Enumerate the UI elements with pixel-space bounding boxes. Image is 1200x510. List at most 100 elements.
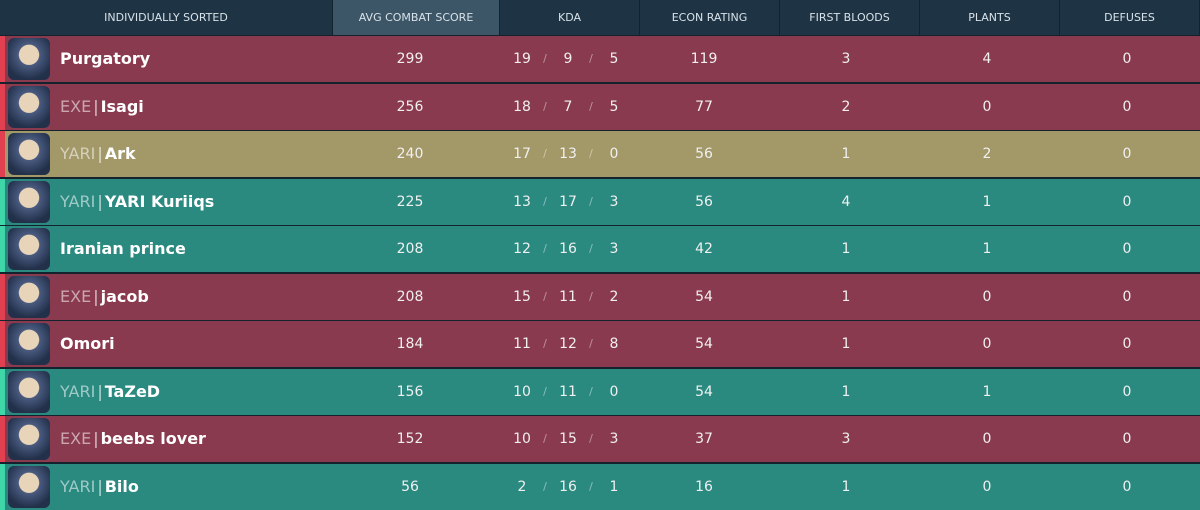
player-name: YARI | Ark	[60, 131, 136, 177]
first-bloods: 3	[841, 431, 851, 447]
first-bloods: 2	[841, 98, 851, 115]
deaths: 13	[559, 146, 577, 162]
kda-separator: /	[543, 337, 547, 350]
tag-separator: |	[93, 429, 99, 448]
acs: 184	[396, 336, 424, 352]
assists: 3	[609, 193, 619, 210]
kills: 18	[513, 98, 531, 115]
name: Purgatory	[60, 49, 151, 68]
assists: 8	[609, 336, 619, 352]
plants: 0	[982, 478, 992, 495]
kda-separator: /	[543, 147, 547, 160]
econ-rating: 56	[695, 193, 713, 210]
kda-separator: /	[589, 337, 593, 350]
name: Ark	[104, 144, 136, 163]
acs: 225	[396, 193, 424, 210]
team-stripe	[0, 131, 5, 177]
player-row: Iranian prince 208 12 / 16 / 3 42 1 1 0	[0, 226, 1200, 272]
name: YARI Kuriiqs	[104, 191, 215, 211]
agent-avatar	[8, 370, 50, 413]
defuses: 0	[1122, 241, 1132, 257]
agent-avatar	[8, 323, 50, 365]
name: Omori	[60, 334, 115, 353]
tag-separator: |	[97, 381, 103, 401]
tag-separator: |	[97, 476, 103, 496]
econ-rating: 56	[695, 146, 713, 162]
agent-avatar	[8, 180, 50, 223]
first-bloods: 3	[841, 51, 851, 67]
deaths: 12	[559, 336, 577, 352]
kills: 11	[513, 336, 531, 352]
defuses: 0	[1122, 288, 1132, 305]
team-tag: YARI	[60, 476, 96, 496]
first-bloods: 1	[841, 241, 851, 257]
deaths: 9	[563, 51, 573, 67]
first-bloods: 1	[841, 146, 851, 162]
first-bloods: 1	[841, 478, 851, 495]
defuses: 0	[1122, 98, 1132, 115]
team-stripe	[0, 226, 5, 272]
kills: 2	[517, 478, 527, 495]
acs: 240	[396, 146, 424, 162]
assists: 5	[609, 98, 619, 115]
player-row: EXE | jacob 208 15 / 11 / 2 54 1 0 0	[0, 273, 1200, 320]
econ-rating: 42	[695, 241, 713, 257]
header-cell: ECON RATING	[640, 0, 780, 35]
econ-rating: 16	[695, 478, 713, 495]
plants: 2	[982, 146, 992, 162]
team-stripe	[0, 416, 5, 462]
tag-separator: |	[97, 144, 103, 163]
kda-separator: /	[543, 289, 547, 303]
kda-separator: /	[589, 384, 593, 398]
acs: 256	[396, 98, 424, 115]
header-cell: KDA	[500, 0, 640, 35]
plants: 1	[982, 241, 992, 257]
team-stripe	[0, 178, 5, 225]
player-name: EXE | jacob	[60, 274, 149, 320]
kda-separator: /	[543, 242, 547, 255]
kda-separator: /	[589, 289, 593, 303]
defuses: 0	[1122, 336, 1132, 352]
kills: 17	[513, 146, 531, 162]
header-cell: INDIVIDUALLY SORTED	[0, 0, 333, 35]
defuses: 0	[1122, 193, 1132, 210]
player-name: Iranian prince	[60, 226, 186, 272]
assists: 2	[609, 288, 619, 305]
econ-rating: 37	[695, 431, 713, 447]
deaths: 17	[559, 193, 577, 210]
player-row: EXE | beebs lover 152 10 / 15 / 3 37 3 0 0	[0, 416, 1200, 462]
kills: 19	[513, 51, 531, 67]
deaths: 11	[559, 288, 577, 305]
header-cell: FIRST BLOODS	[780, 0, 920, 35]
assists: 1	[609, 478, 619, 495]
kda-separator: /	[589, 99, 593, 113]
econ-rating: 77	[695, 98, 713, 115]
defuses: 0	[1122, 478, 1132, 495]
acs: 208	[396, 288, 424, 305]
assists: 3	[609, 431, 619, 447]
plants: 4	[982, 51, 992, 67]
assists: 5	[609, 51, 619, 67]
name: Bilo	[104, 476, 139, 496]
player-name: Purgatory	[60, 36, 150, 82]
econ-rating: 54	[695, 336, 713, 352]
acs: 208	[396, 241, 424, 257]
deaths: 15	[559, 431, 577, 447]
kda-separator: /	[589, 432, 593, 445]
first-bloods: 4	[841, 193, 851, 210]
acs: 299	[396, 51, 424, 67]
agent-avatar	[8, 228, 50, 270]
defuses: 0	[1122, 146, 1132, 162]
first-bloods: 1	[841, 336, 851, 352]
team-tag: EXE	[60, 429, 92, 448]
player-name: Omori	[60, 321, 115, 367]
assists: 3	[609, 241, 619, 257]
defuses: 0	[1122, 51, 1132, 67]
team-stripe	[0, 83, 5, 130]
player-row: YARI | TaZeD 156 10/11/0 54 1 1 0	[0, 368, 1200, 415]
deaths: 16	[559, 241, 577, 257]
deaths: 7	[563, 98, 573, 115]
kills: 10	[513, 431, 531, 447]
deaths: 16	[559, 478, 577, 495]
kda-separator: /	[543, 479, 547, 493]
